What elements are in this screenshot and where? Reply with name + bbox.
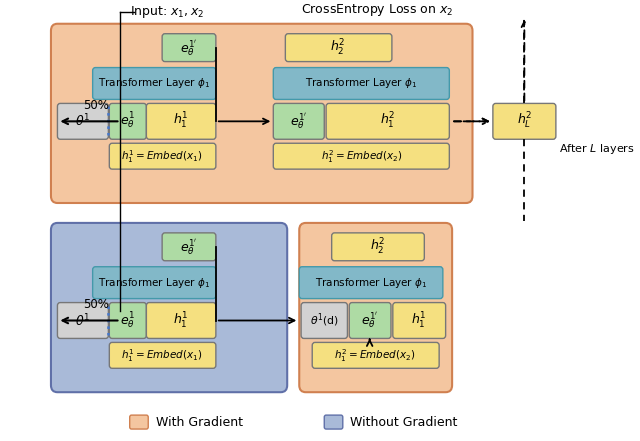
FancyBboxPatch shape [273,103,324,139]
FancyBboxPatch shape [324,415,343,429]
FancyBboxPatch shape [51,24,472,203]
FancyBboxPatch shape [93,267,216,299]
Text: $\theta^1$: $\theta^1$ [75,113,90,130]
FancyBboxPatch shape [58,103,108,139]
FancyBboxPatch shape [162,34,216,62]
FancyBboxPatch shape [109,103,147,139]
Text: $h_1^1 = \mathit{Embed}(x_1)$: $h_1^1 = \mathit{Embed}(x_1)$ [122,148,203,164]
Text: 50%: 50% [83,99,109,112]
FancyBboxPatch shape [162,233,216,261]
Text: Without Gradient: Without Gradient [350,415,458,429]
FancyBboxPatch shape [300,267,443,299]
Text: With Gradient: With Gradient [156,415,243,429]
Text: $e_\theta^{1'}$: $e_\theta^{1'}$ [180,37,198,58]
Text: $h_1^1$: $h_1^1$ [173,111,189,131]
Text: After $L$ layers: After $L$ layers [559,142,634,156]
Text: Transformer Layer $\phi_1$: Transformer Layer $\phi_1$ [315,276,428,290]
FancyBboxPatch shape [300,223,452,392]
FancyBboxPatch shape [312,342,439,368]
FancyBboxPatch shape [285,34,392,62]
FancyBboxPatch shape [109,303,147,338]
FancyBboxPatch shape [51,223,287,392]
Text: CrossEntropy Loss on $x_2$: CrossEntropy Loss on $x_2$ [301,2,454,18]
FancyBboxPatch shape [147,303,216,338]
Text: $h_1^1$: $h_1^1$ [411,310,427,331]
FancyBboxPatch shape [393,303,445,338]
Text: $e_\theta^{1'}$: $e_\theta^{1'}$ [180,237,198,257]
FancyBboxPatch shape [349,303,391,338]
Text: Transformer Layer $\phi_1$: Transformer Layer $\phi_1$ [98,76,211,90]
Text: $h_1^1$: $h_1^1$ [173,310,189,331]
FancyBboxPatch shape [130,415,148,429]
Text: $h_1^1 = \mathit{Embed}(x_1)$: $h_1^1 = \mathit{Embed}(x_1)$ [122,347,203,364]
Text: $e_\theta^1$: $e_\theta^1$ [120,310,135,331]
FancyBboxPatch shape [301,303,348,338]
Text: $h_1^2$: $h_1^2$ [380,111,395,131]
FancyBboxPatch shape [332,233,424,261]
Text: Transformer Layer $\phi_1$: Transformer Layer $\phi_1$ [98,276,210,290]
FancyBboxPatch shape [493,103,556,139]
Text: $h_1^2 = \mathit{Embed}(x_2)$: $h_1^2 = \mathit{Embed}(x_2)$ [335,347,416,364]
FancyBboxPatch shape [109,342,216,368]
FancyBboxPatch shape [326,103,449,139]
FancyBboxPatch shape [147,103,216,139]
Text: $\theta^1$: $\theta^1$ [75,312,90,329]
Text: $h_2^2$: $h_2^2$ [330,37,346,58]
Text: Input: $x_1, x_2$: Input: $x_1, x_2$ [130,4,204,20]
FancyBboxPatch shape [93,67,216,99]
Text: 50%: 50% [83,298,109,311]
Text: Transformer Layer $\phi_1$: Transformer Layer $\phi_1$ [305,76,417,90]
Text: $e_\theta^{1'}$: $e_\theta^{1'}$ [289,112,307,131]
Text: $\theta^1$(d): $\theta^1$(d) [310,312,339,329]
FancyBboxPatch shape [58,303,108,338]
FancyBboxPatch shape [273,67,449,99]
FancyBboxPatch shape [273,143,449,169]
FancyBboxPatch shape [109,143,216,169]
Text: $h_1^2 = \mathit{Embed}(x_2)$: $h_1^2 = \mathit{Embed}(x_2)$ [321,148,402,164]
Text: $e_\theta^1$: $e_\theta^1$ [120,111,135,131]
Text: $h_2^2$: $h_2^2$ [370,237,386,257]
Text: $e_\theta^{1'}$: $e_\theta^{1'}$ [361,310,378,330]
Text: $h_L^2$: $h_L^2$ [516,111,532,131]
